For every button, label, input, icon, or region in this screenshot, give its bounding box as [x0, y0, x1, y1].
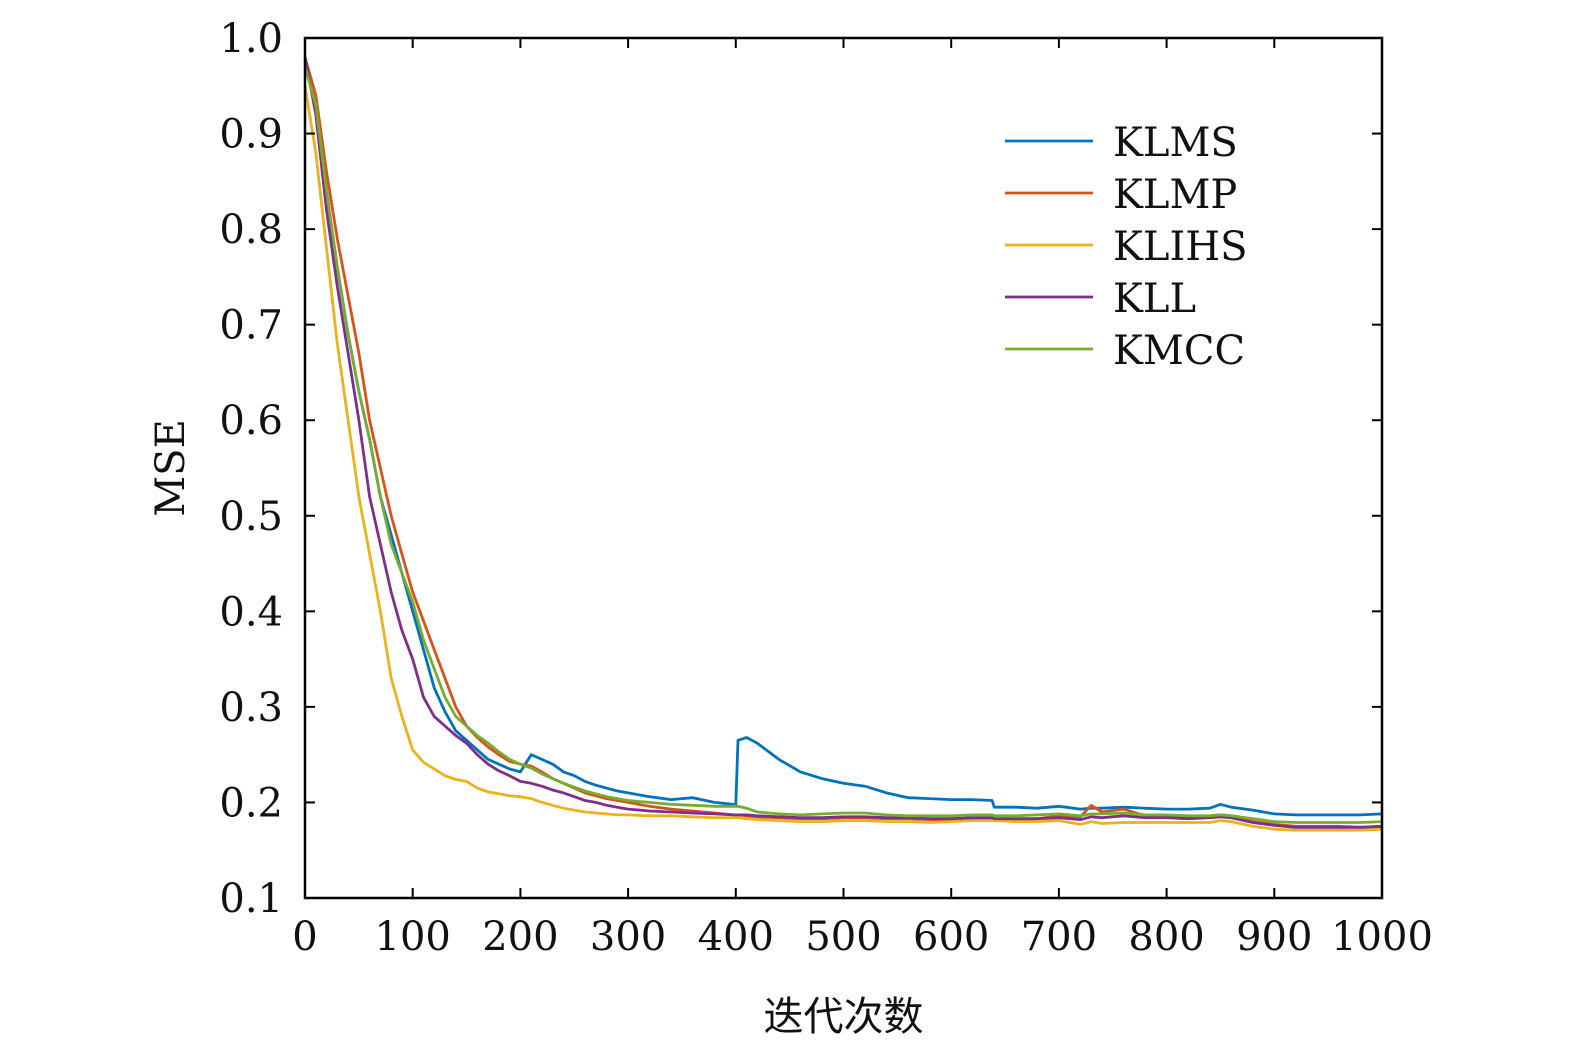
- series-line-klihs: [303, 85, 1383, 832]
- y-axis-ticks: 0.1 0.2 0.3 0.4 0.5 0.6 0.7 0.8 0.9 1.0: [219, 16, 1382, 922]
- y-tick-label: 0.4: [219, 589, 283, 635]
- x-tick-label: 500: [805, 914, 881, 960]
- x-tick-label: 100: [375, 914, 451, 960]
- x-tick-label: 1000: [1331, 914, 1433, 960]
- legend-item-kmcc: KMCC: [1005, 328, 1245, 374]
- y-tick-label: 0.1: [219, 876, 283, 922]
- x-axis-ticks: 0 100 200 300 400 500 600 700 800 900 1000: [292, 38, 1433, 960]
- legend-label: KLL: [1113, 276, 1196, 322]
- series-line-kll: [303, 56, 1383, 829]
- legend-label: KMCC: [1113, 328, 1245, 374]
- y-axis-title: MSE: [148, 419, 194, 517]
- plot-frame: [303, 36, 1384, 900]
- y-tick-label: 0.2: [219, 780, 283, 826]
- x-tick-label: 200: [482, 914, 558, 960]
- legend-item-klmp: KLMP: [1005, 172, 1237, 218]
- x-tick-label: 300: [590, 914, 666, 960]
- x-tick-label: 700: [1021, 914, 1097, 960]
- x-tick-label: 600: [913, 914, 989, 960]
- legend-label: KLMS: [1113, 120, 1238, 166]
- y-tick-label: 1.0: [219, 16, 283, 62]
- y-tick-label: 0.9: [219, 112, 283, 158]
- legend-item-klihs: KLIHS: [1005, 224, 1248, 270]
- x-axis-title: 迭代次数: [764, 994, 924, 1040]
- series-line-klms: [303, 56, 1383, 817]
- y-tick-label: 0.6: [219, 398, 283, 444]
- x-tick-label: 0: [292, 914, 317, 960]
- x-tick-label: 900: [1236, 914, 1312, 960]
- legend-label: KLMP: [1113, 172, 1237, 218]
- y-tick-label: 0.8: [219, 207, 283, 253]
- y-tick-label: 0.3: [219, 685, 283, 731]
- legend-item-kll: KLL: [1005, 276, 1196, 322]
- x-tick-label: 400: [698, 914, 774, 960]
- series-layer: [303, 56, 1383, 832]
- y-tick-label: 0.5: [219, 494, 283, 540]
- series-line-kmcc: [303, 66, 1383, 824]
- legend-label: KLIHS: [1113, 224, 1248, 270]
- y-tick-label: 0.7: [219, 303, 283, 349]
- legend-item-klms: KLMS: [1005, 120, 1238, 166]
- legend: KLMS KLMP KLIHS KLL KMCC: [1005, 120, 1248, 374]
- x-tick-label: 800: [1128, 914, 1204, 960]
